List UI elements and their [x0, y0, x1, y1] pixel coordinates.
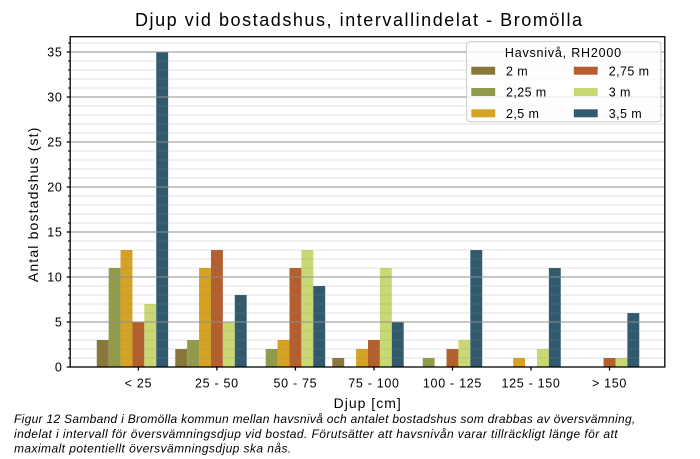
svg-text:maximalt potentiellt översvämn: maximalt potentiellt översvämningsdjup s… — [14, 441, 292, 455]
svg-text:Djup vid bostadshus, intervall: Djup vid bostadshus, intervallindelat - … — [135, 10, 584, 30]
svg-text:30: 30 — [47, 91, 62, 105]
svg-text:2 m: 2 m — [506, 64, 528, 78]
svg-text:50 - 75: 50 - 75 — [274, 376, 318, 390]
svg-text:0: 0 — [55, 361, 63, 375]
svg-text:Havsnivå, RH2000: Havsnivå, RH2000 — [505, 46, 622, 60]
svg-text:Figur 12 Samband i Bromölla ko: Figur 12 Samband i Bromölla kommun mella… — [14, 412, 636, 426]
svg-text:100 - 125: 100 - 125 — [423, 376, 482, 390]
svg-text:> 150: > 150 — [592, 376, 627, 390]
svg-text:2,5 m: 2,5 m — [506, 107, 539, 121]
svg-text:15: 15 — [47, 226, 62, 240]
svg-text:35: 35 — [47, 46, 62, 60]
svg-text:20: 20 — [47, 181, 62, 195]
svg-text:Djup [cm]: Djup [cm] — [334, 395, 402, 411]
svg-text:2,75 m: 2,75 m — [609, 64, 650, 78]
svg-text:Antal bostadshus (st): Antal bostadshus (st) — [25, 126, 41, 282]
svg-text:10: 10 — [47, 271, 62, 285]
svg-text:75 - 100: 75 - 100 — [348, 376, 399, 390]
svg-text:< 25: < 25 — [125, 376, 152, 390]
svg-text:2,25 m: 2,25 m — [506, 86, 547, 100]
svg-text:125 - 150: 125 - 150 — [501, 376, 560, 390]
svg-text:3,5 m: 3,5 m — [609, 107, 642, 121]
svg-text:25 - 50: 25 - 50 — [195, 376, 239, 390]
svg-text:25: 25 — [47, 136, 62, 150]
svg-text:5: 5 — [55, 316, 63, 330]
svg-text:3 m: 3 m — [609, 86, 631, 100]
svg-text:indelat i intervall för översv: indelat i intervall för översvämningsdju… — [14, 427, 618, 441]
